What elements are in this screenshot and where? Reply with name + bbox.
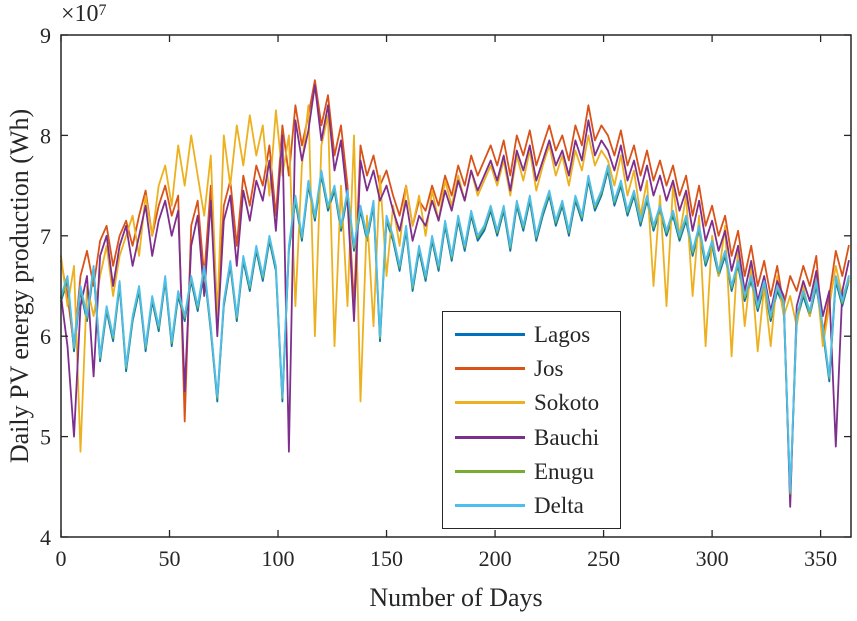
x-tick-label: 200 bbox=[479, 546, 512, 571]
legend-line-sample-sokoto bbox=[455, 401, 525, 405]
x-tick-label: 150 bbox=[370, 546, 403, 571]
legend: Lagos Jos Sokoto Bauchi Enugu Delta bbox=[442, 311, 621, 529]
legend-item-sokoto: Sokoto bbox=[455, 391, 620, 414]
legend-item-lagos: Lagos bbox=[455, 323, 620, 346]
legend-label-bauchi: Bauchi bbox=[534, 424, 600, 450]
legend-line-sample-enugu bbox=[455, 469, 525, 473]
legend-line-sample-delta bbox=[455, 504, 525, 508]
legend-label-lagos: Lagos bbox=[534, 321, 591, 347]
series-line-delta bbox=[60, 164, 850, 493]
x-tick-label: 250 bbox=[587, 546, 620, 571]
y-axis-multiplier: ×107 bbox=[61, 1, 107, 27]
y-tick-label: 6 bbox=[40, 324, 51, 349]
x-axis-label: Number of Days bbox=[369, 583, 543, 612]
legend-item-enugu: Enugu bbox=[455, 460, 620, 483]
y-tick-label: 9 bbox=[40, 23, 51, 48]
y-axis-multiplier-base: ×10 bbox=[61, 1, 99, 27]
legend-label-enugu: Enugu bbox=[534, 458, 595, 484]
x-tick-label: 0 bbox=[56, 546, 67, 571]
y-axis-multiplier-exponent: 7 bbox=[98, 2, 107, 19]
legend-item-delta: Delta bbox=[455, 494, 620, 517]
y-tick-label: 4 bbox=[40, 525, 51, 550]
x-tick-label: 100 bbox=[262, 546, 295, 571]
legend-label-sokoto: Sokoto bbox=[534, 390, 600, 416]
y-tick-label: 8 bbox=[40, 123, 51, 148]
legend-label-jos: Jos bbox=[534, 355, 564, 381]
series-line-jos bbox=[60, 79, 850, 423]
x-tick-label: 350 bbox=[804, 546, 837, 571]
legend-item-bauchi: Bauchi bbox=[455, 426, 620, 449]
legend-line-sample-jos bbox=[455, 366, 525, 370]
legend-item-jos: Jos bbox=[455, 357, 620, 380]
y-tick-label: 5 bbox=[40, 425, 51, 450]
plot-border bbox=[60, 34, 852, 538]
legend-line-sample-lagos bbox=[455, 332, 525, 336]
series-line-bauchi bbox=[60, 84, 850, 508]
legend-label-delta: Delta bbox=[534, 493, 584, 519]
y-axis-label: Daily PV energy production (Wh) bbox=[5, 108, 34, 464]
legend-line-sample-bauchi bbox=[455, 435, 525, 439]
x-tick-label: 300 bbox=[696, 546, 729, 571]
y-tick-label: 7 bbox=[40, 224, 51, 249]
x-tick-label: 50 bbox=[159, 546, 181, 571]
